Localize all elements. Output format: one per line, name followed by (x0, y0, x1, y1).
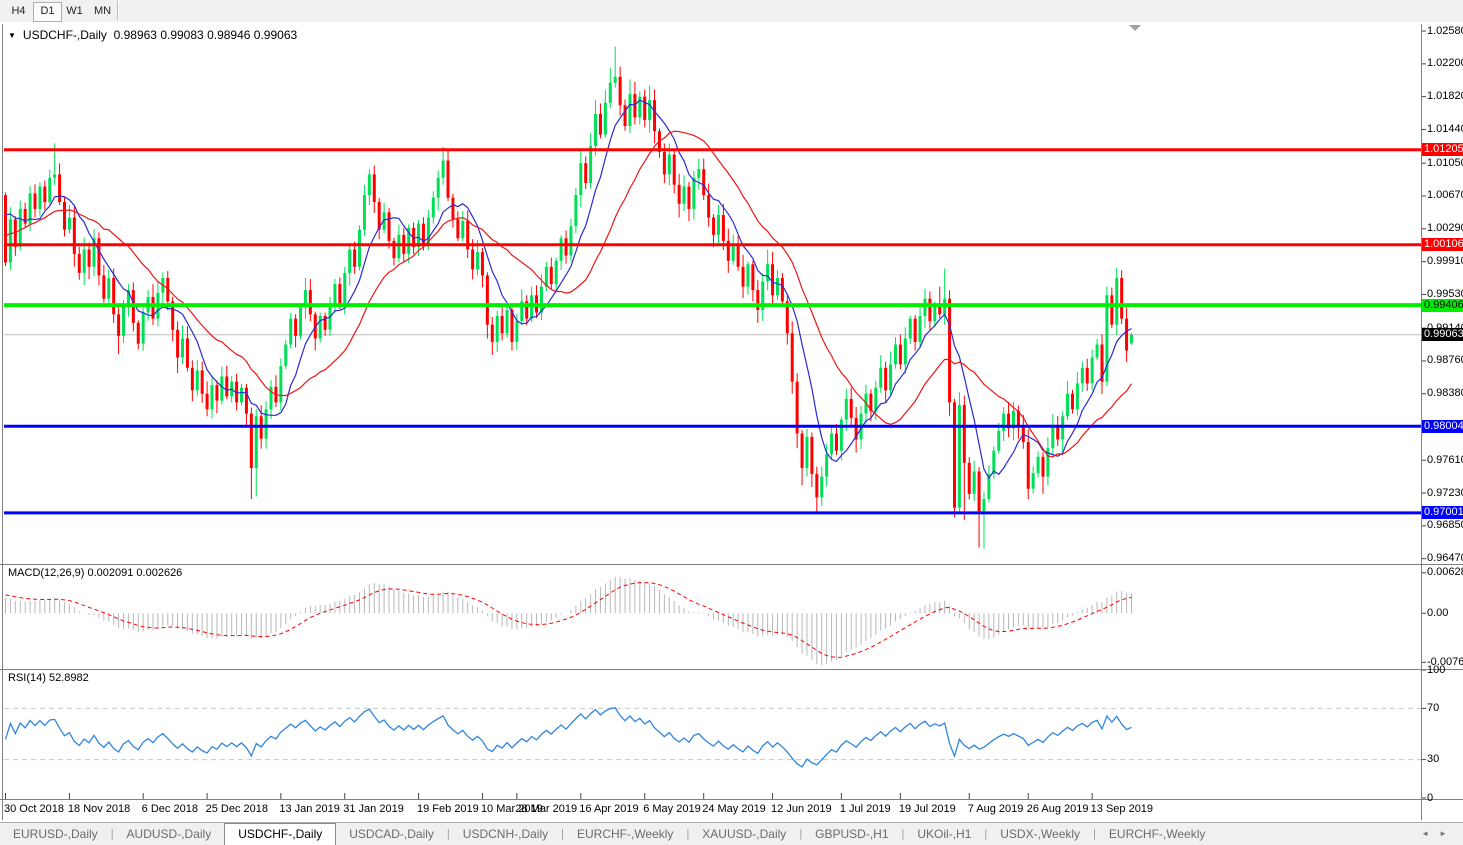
date-axis-label: 6 May 2019 (643, 803, 701, 815)
price-tick-label: 1.01050 (1427, 156, 1463, 169)
level-price-label-support-1: 0.98004 (1422, 419, 1463, 433)
tab-separator: | (799, 828, 803, 840)
level-price-label-resistance-2: 1.00106 (1422, 238, 1463, 252)
chart-tab-usdcad-daily[interactable]: USDCAD-,Daily (349, 827, 434, 841)
price-tick-label: 1.02200 (1427, 57, 1463, 70)
rsi-value: 52.8982 (48, 672, 89, 684)
chart-tab-ukoil-h1[interactable]: UKOil-,H1 (917, 827, 972, 841)
level-price-label-pivot-green: 0.99406 (1422, 298, 1463, 312)
date-axis-label: 13 Sep 2019 (1090, 803, 1154, 815)
date-axis-label: 25 Dec 2018 (205, 803, 268, 815)
date-axis-label: 6 Dec 2018 (141, 803, 198, 815)
current-price-label: 0.99063 (1422, 328, 1463, 342)
price-tick-label: 0.99530 (1427, 287, 1463, 300)
rsi-tick-label: 70 (1427, 701, 1440, 714)
timeframe-toolbar: H4 D1 W1 MN (0, 0, 1463, 22)
macd-tick-label: 0.00 (1427, 606, 1449, 619)
date-axis-label: 18 Nov 2018 (67, 803, 131, 815)
date-axis-label: 30 Oct 2018 (4, 803, 64, 815)
ohlc-low: 0.98946 (207, 28, 251, 42)
price-tick-label: 0.98380 (1427, 387, 1463, 400)
chart-tab-eurusd-daily[interactable]: EURUSD-,Daily (13, 827, 98, 841)
chart-tab-bar: EURUSD-,Daily | AUDUSD-,Daily USDCHF-,Daily… (0, 822, 1463, 845)
tab-separator: | (446, 828, 450, 840)
tab-scroll-right-icon[interactable]: ► (1439, 829, 1457, 838)
ma-fast-line (5, 99, 1132, 480)
timeframe-button-w1[interactable]: W1 (66, 5, 83, 17)
date-axis-label: 16 Apr 2019 (579, 803, 639, 815)
tab-separator: | (1093, 828, 1096, 840)
ohlc-high: 0.99083 (160, 28, 204, 42)
price-tick-label: 0.97610 (1427, 453, 1463, 466)
price-tick-label: 0.98760 (1427, 354, 1463, 367)
macd-indicator-label: MACD(12,26,9) 0.002091 0.002626 (8, 567, 183, 579)
date-axis-label: 12 Jun 2019 (771, 803, 832, 815)
tab-scroll-arrows: ◄► (1421, 823, 1457, 845)
chart-symbol: USDCHF-,Daily (22, 28, 107, 42)
chart-tab-eurchf-weekly[interactable]: EURCHF-,Weekly (576, 827, 674, 841)
chart-tab-usdcnh-daily[interactable]: USDCNH-,Daily (462, 827, 549, 841)
rsi-line (4, 707, 1132, 768)
price-tick-label: 1.02580 (1427, 24, 1463, 37)
toolbar-separator (117, 1, 119, 20)
price-tick-label: 0.97230 (1427, 486, 1463, 499)
date-axis-label: 7 Aug 2019 (967, 803, 1024, 815)
chart-tab-xauusd-daily[interactable]: XAUUSD-,Daily (702, 827, 787, 841)
chart-tab-gbpusd-h1[interactable]: GBPUSD-,H1 (815, 827, 889, 841)
chart-title: ▼ USDCHF-,Daily 0.98963 0.99083 0.98946 0… (8, 28, 297, 42)
chart-menu-icon: ▼ (8, 31, 16, 40)
date-axis-label: 31 Jan 2019 (343, 803, 404, 815)
macd-signal-line (5, 582, 1132, 658)
macd-values: 0.002091 0.002626 (87, 567, 183, 579)
date-axis-label: 13 Jan 2019 (279, 803, 340, 815)
rsi-tick-label: 0 (1427, 791, 1434, 804)
date-axis-label: 19 Jul 2019 (898, 803, 956, 815)
chart-tab-usdchf-daily[interactable]: USDCHF-,Daily (224, 823, 337, 845)
price-tick-label: 1.01440 (1427, 122, 1463, 135)
ma-slow-line (5, 130, 1132, 458)
chart-canvas[interactable] (0, 22, 1463, 820)
rsi-indicator-label: RSI(14) 52.8982 (8, 672, 89, 684)
ohlc-close: 0.99063 (253, 28, 298, 42)
date-axis-label: 28 Mar 2019 (515, 803, 578, 815)
rsi-tick-label: 30 (1427, 753, 1440, 766)
tab-separator: | (901, 828, 905, 840)
macd-tick-label: 0.006286 (1427, 566, 1463, 579)
price-tick-label: 0.96470 (1427, 552, 1463, 565)
chart-tab-usdx-weekly[interactable]: USDX-,Weekly (1000, 827, 1081, 841)
timeframe-button-mn[interactable]: MN (93, 5, 112, 17)
date-axis-label: 19 Feb 2019 (417, 803, 479, 815)
timeframe-button-d1[interactable]: D1 (33, 2, 62, 22)
tab-separator: | (561, 828, 564, 840)
panel-borders (0, 24, 1463, 820)
timeframe-button-h4[interactable]: H4 (11, 5, 26, 17)
level-price-label-resistance-1: 1.01205 (1422, 143, 1463, 157)
chart-tab-audusd-daily[interactable]: AUDUSD-,Daily (126, 827, 212, 841)
date-axis-label: 26 Aug 2019 (1026, 803, 1089, 815)
tab-separator: | (110, 828, 114, 840)
level-price-label-support-2: 0.97001 (1422, 506, 1463, 520)
chart-shift-marker-icon (1129, 25, 1141, 31)
price-tick-label: 0.99910 (1427, 255, 1463, 268)
tab-separator: | (686, 828, 690, 840)
chart-tab-eurchf-weekly[interactable]: EURCHF-,Weekly (1108, 827, 1206, 841)
rsi-tick-label: 100 (1427, 663, 1446, 676)
date-axis-label: 1 Jul 2019 (839, 803, 891, 815)
ohlc-open: 0.98963 (113, 28, 157, 42)
price-tick-label: 0.96850 (1427, 519, 1463, 532)
macd-tick-label: -0.00762 (1427, 655, 1463, 668)
price-tick-label: 1.00290 (1427, 222, 1463, 235)
date-axis-label: 10 Mar 2019 (480, 803, 543, 815)
price-tick-label: 1.00670 (1427, 189, 1463, 202)
price-tick-label: 1.01820 (1427, 90, 1463, 103)
tab-separator: | (984, 828, 988, 840)
tab-scroll-left-icon[interactable]: ◄ (1421, 829, 1440, 838)
date-axis-label: 24 May 2019 (702, 803, 766, 815)
